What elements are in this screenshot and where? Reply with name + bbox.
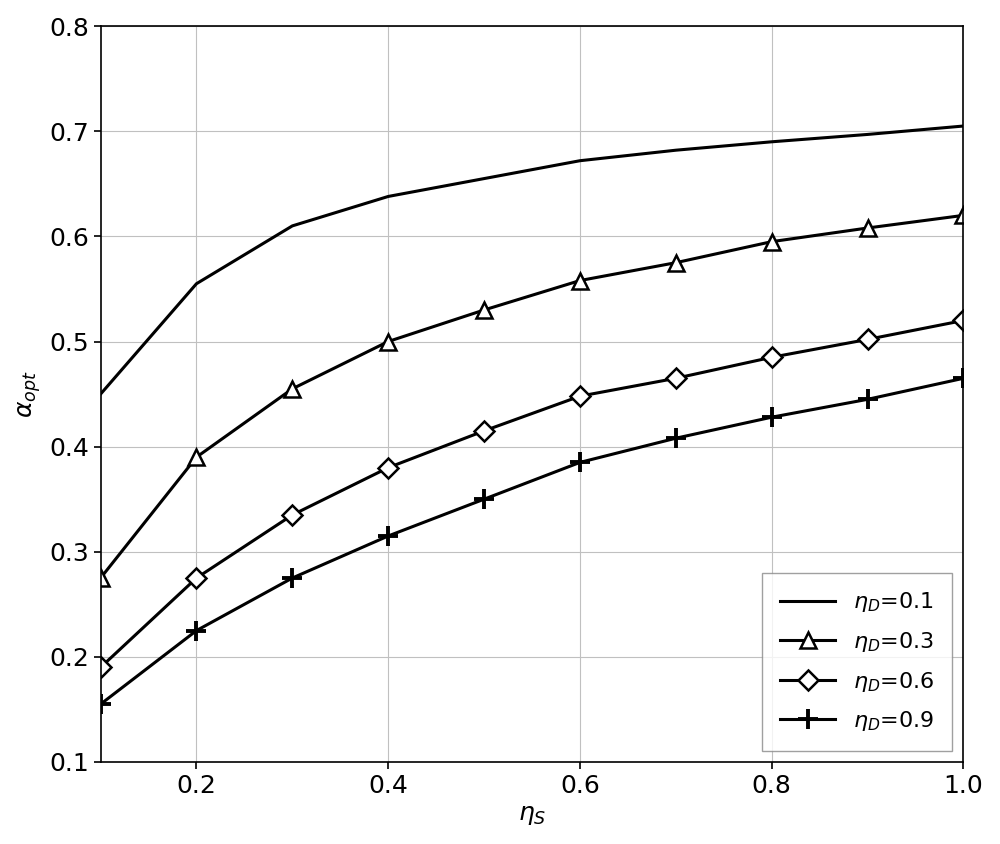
$\eta_D$=0.1 <box>190 279 202 289</box>
$\eta_D$=0.6 <box>190 573 202 583</box>
$\eta_D$=0.3 <box>95 573 107 583</box>
$\eta_D$=0.1 <box>478 174 490 184</box>
$\eta_D$=0.9 <box>382 531 394 541</box>
$\eta_D$=0.3 <box>190 452 202 463</box>
$\eta_D$=0.1 <box>95 389 107 399</box>
$\eta_D$=0.6 <box>957 316 969 326</box>
Line: $\eta_D$=0.9: $\eta_D$=0.9 <box>91 369 973 714</box>
Y-axis label: $\alpha_{opt}$: $\alpha_{opt}$ <box>17 371 43 418</box>
$\eta_D$=0.6 <box>766 352 778 362</box>
$\eta_D$=0.3 <box>286 384 298 394</box>
$\eta_D$=0.9 <box>95 699 107 709</box>
$\eta_D$=0.3 <box>957 210 969 220</box>
$\eta_D$=0.1 <box>574 155 586 165</box>
$\eta_D$=0.9 <box>478 494 490 504</box>
$\eta_D$=0.1 <box>670 145 682 155</box>
Legend: $\eta_D$=0.1, $\eta_D$=0.3, $\eta_D$=0.6, $\eta_D$=0.9: $\eta_D$=0.1, $\eta_D$=0.3, $\eta_D$=0.6… <box>762 572 952 751</box>
$\eta_D$=0.3 <box>574 275 586 285</box>
$\eta_D$=0.6 <box>574 391 586 401</box>
Line: $\eta_D$=0.6: $\eta_D$=0.6 <box>94 313 970 674</box>
$\eta_D$=0.9 <box>766 412 778 422</box>
$\eta_D$=0.1 <box>382 192 394 202</box>
$\eta_D$=0.6 <box>862 334 874 344</box>
$\eta_D$=0.1 <box>862 129 874 139</box>
$\eta_D$=0.3 <box>478 305 490 315</box>
$\eta_D$=0.1 <box>957 121 969 131</box>
$\eta_D$=0.6 <box>478 425 490 436</box>
X-axis label: $\eta_S$: $\eta_S$ <box>518 803 546 827</box>
Line: $\eta_D$=0.3: $\eta_D$=0.3 <box>93 208 971 586</box>
$\eta_D$=0.6 <box>286 510 298 520</box>
$\eta_D$=0.6 <box>95 663 107 673</box>
$\eta_D$=0.3 <box>382 337 394 347</box>
$\eta_D$=0.6 <box>670 373 682 383</box>
$\eta_D$=0.9 <box>670 433 682 443</box>
$\eta_D$=0.1 <box>286 221 298 231</box>
$\eta_D$=0.6 <box>382 463 394 473</box>
$\eta_D$=0.3 <box>862 223 874 233</box>
$\eta_D$=0.9 <box>286 573 298 583</box>
$\eta_D$=0.1 <box>766 137 778 147</box>
$\eta_D$=0.3 <box>766 236 778 246</box>
$\eta_D$=0.9 <box>574 457 586 468</box>
$\eta_D$=0.9 <box>190 625 202 636</box>
Line: $\eta_D$=0.1: $\eta_D$=0.1 <box>101 126 963 394</box>
$\eta_D$=0.3 <box>670 257 682 268</box>
$\eta_D$=0.9 <box>957 373 969 383</box>
$\eta_D$=0.9 <box>862 394 874 404</box>
